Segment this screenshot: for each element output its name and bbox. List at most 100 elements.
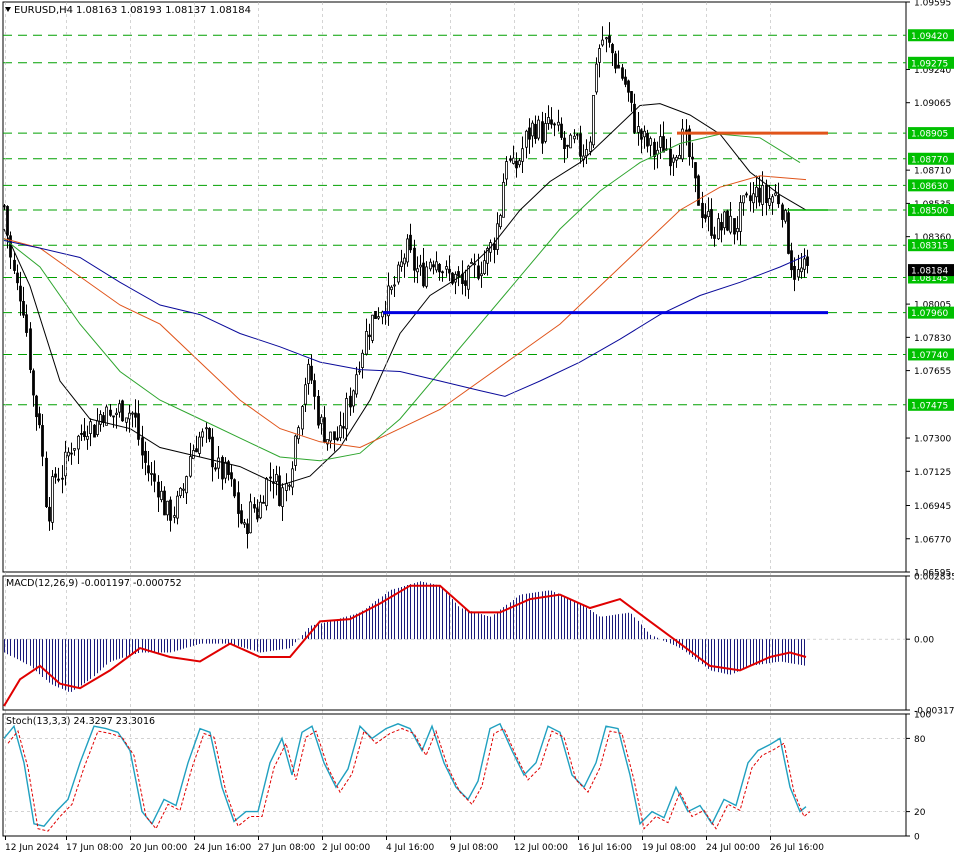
candle-body	[739, 202, 742, 232]
candle-body	[441, 271, 444, 274]
macd-histogram	[4, 581, 805, 692]
level-label-bg	[908, 398, 954, 411]
candle-body	[339, 425, 342, 439]
macd-label: MACD(12,26,9) -0.001197 -0.000752	[6, 578, 182, 589]
candle-body	[233, 479, 236, 497]
candle-body	[288, 484, 291, 487]
candle-body	[342, 426, 345, 429]
level-label-bg	[908, 127, 954, 140]
price-tick-label: 1.07830	[914, 334, 951, 344]
candle-body	[621, 67, 624, 79]
candle-body	[726, 210, 729, 231]
time-tick-label: 12 Jun 2024	[5, 843, 59, 853]
macd-signal-line	[3, 584, 807, 707]
candle-body	[176, 495, 179, 519]
candle-body	[141, 437, 144, 456]
candle-body	[758, 187, 761, 203]
candle-body	[157, 481, 160, 498]
current-price-label: 1.08184	[911, 267, 948, 277]
candle-body	[499, 215, 502, 228]
macd-panel[interactable]: 0.002835 0.00 -0.003178	[2, 573, 954, 717]
price-tick-label: 1.06770	[914, 535, 951, 545]
candle-body	[240, 510, 243, 524]
candle-body	[387, 285, 390, 317]
price-tick-label: 1.08360	[914, 233, 951, 243]
candle-body	[121, 400, 124, 422]
candle-body	[323, 417, 326, 443]
candle-body	[48, 506, 51, 522]
candle-body	[310, 365, 313, 381]
level-label: 1.09420	[911, 32, 948, 42]
candle-body	[432, 264, 435, 268]
time-tick-label: 26 Jul 16:00	[770, 843, 824, 853]
price-tick-label: 1.08710	[914, 167, 951, 177]
level-label: 1.08770	[911, 155, 948, 165]
candle-body	[259, 501, 262, 519]
candle-body	[345, 398, 348, 430]
candle-body	[137, 413, 140, 440]
candle-body	[787, 212, 790, 254]
candle-body	[224, 461, 227, 479]
candle-body	[19, 285, 22, 302]
candle-body	[598, 48, 601, 63]
candle-body	[736, 228, 739, 233]
candle-body	[745, 193, 748, 196]
candle-body	[713, 234, 716, 239]
time-tick-label: 19 Jul 08:00	[642, 843, 696, 853]
candle-body	[35, 395, 38, 418]
candle-body	[9, 235, 12, 258]
candle-body	[371, 314, 374, 341]
candle-body	[6, 206, 9, 236]
candle-body	[320, 416, 323, 425]
candle-body	[422, 262, 425, 287]
candle-body	[544, 123, 547, 142]
candle-body	[80, 433, 83, 435]
level-label-bg	[908, 306, 954, 319]
candle-body	[624, 76, 627, 85]
candle-body	[534, 123, 537, 140]
candle-body	[160, 490, 163, 501]
candle-body	[189, 456, 192, 477]
price-panel[interactable]: 1.095951.092401.090651.087101.085351.083…	[2, 0, 954, 836]
candle-body	[128, 412, 131, 420]
candle-body	[243, 522, 246, 525]
candle-body	[22, 301, 25, 316]
candle-body	[89, 421, 92, 434]
stochastic-panel[interactable]: 100 80 20 0	[2, 711, 931, 843]
candle-body	[182, 488, 185, 491]
candle-body	[457, 271, 460, 277]
candle-body	[742, 195, 745, 204]
candle-body	[413, 247, 416, 271]
candle-body	[313, 380, 316, 397]
level-label: 1.08905	[911, 130, 948, 140]
candle-body	[630, 91, 633, 103]
candle-body	[566, 144, 569, 147]
candle-body	[329, 431, 332, 442]
candle-body	[29, 328, 32, 370]
dropdown-triangle-icon[interactable]	[5, 7, 11, 12]
candle-body	[505, 161, 508, 180]
macd-tick-label: 0.00	[914, 636, 934, 646]
candle-body	[38, 413, 41, 426]
candle-body	[649, 138, 652, 146]
candle-body	[45, 457, 48, 508]
candle-body	[304, 384, 307, 405]
candle-body	[195, 448, 198, 453]
candle-body	[262, 501, 265, 504]
candle-body	[390, 286, 393, 291]
sma-short-line	[3, 103, 807, 487]
candle-body	[349, 395, 352, 408]
candle-body	[249, 501, 252, 534]
candle-body	[691, 156, 694, 160]
candle-body	[435, 261, 438, 271]
candle-body	[109, 409, 112, 416]
candle-body	[227, 461, 230, 475]
candle-body	[448, 268, 451, 274]
candle-body	[800, 267, 803, 273]
price-tick-label: 1.06595	[914, 569, 951, 579]
candle-body	[509, 158, 512, 161]
candle-body	[678, 155, 681, 159]
candle-body	[611, 44, 614, 54]
